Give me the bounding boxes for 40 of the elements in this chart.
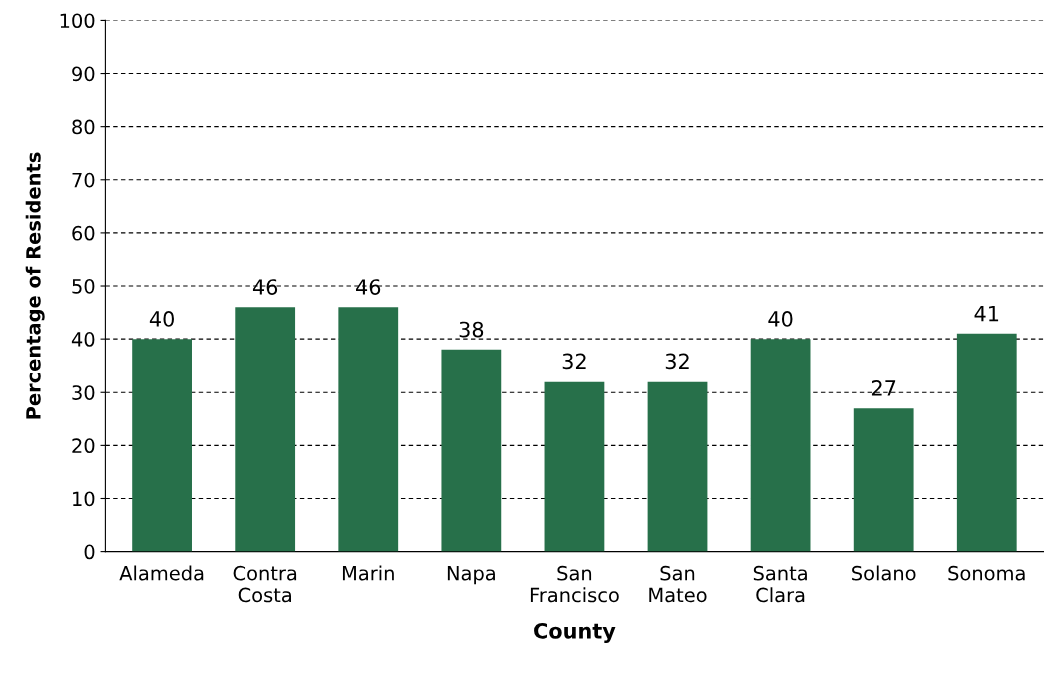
y-tick-label: 100 (60, 13, 95, 29)
x-tick-label: Sonoma (948, 565, 1025, 581)
data-label: 27 (871, 380, 896, 396)
y-tick-label: 40 (71, 332, 95, 347)
data-label: 32 (665, 353, 689, 370)
y-axis-title: Percentage of Residents (25, 152, 45, 419)
data-label: 46 (252, 279, 278, 295)
bar (338, 307, 399, 552)
y-tick-label: 30 (72, 385, 95, 400)
bar (750, 339, 811, 552)
y-tick-label: 0 (84, 544, 95, 560)
x-tick-label: Solano (852, 565, 916, 581)
bar (132, 339, 192, 552)
y-tick-label: 70 (72, 172, 95, 188)
bar (235, 307, 296, 552)
data-label: 41 (974, 305, 999, 322)
x-tick-label: Santa Clara (753, 565, 807, 603)
bar (544, 381, 605, 552)
y-tick-label: 50 (72, 278, 95, 294)
data-label: 38 (459, 321, 484, 338)
x-tick-label: San Francisco (530, 565, 619, 603)
bar (956, 333, 1017, 552)
bar (441, 349, 502, 552)
data-label: 40 (768, 311, 793, 327)
x-tick-label: San Mateo (649, 565, 707, 603)
y-tick-label: 90 (72, 66, 95, 82)
bar (853, 408, 914, 552)
y-tick-label: 80 (72, 119, 95, 135)
y-tick-label: 20 (72, 438, 95, 454)
y-tick-label: 10 (73, 491, 95, 507)
x-tick-label: Marin (342, 565, 394, 581)
data-label: 32 (562, 353, 586, 370)
x-tick-label: Napa (447, 566, 495, 585)
x-tick-label: Alameda (119, 565, 204, 581)
y-tick-label: 60 (72, 225, 95, 241)
data-label: 46 (356, 279, 381, 295)
bar (647, 381, 708, 552)
data-label: 40 (149, 311, 174, 327)
x-tick-label: Contra Costa (233, 565, 297, 603)
x-axis-title: County (534, 622, 616, 643)
